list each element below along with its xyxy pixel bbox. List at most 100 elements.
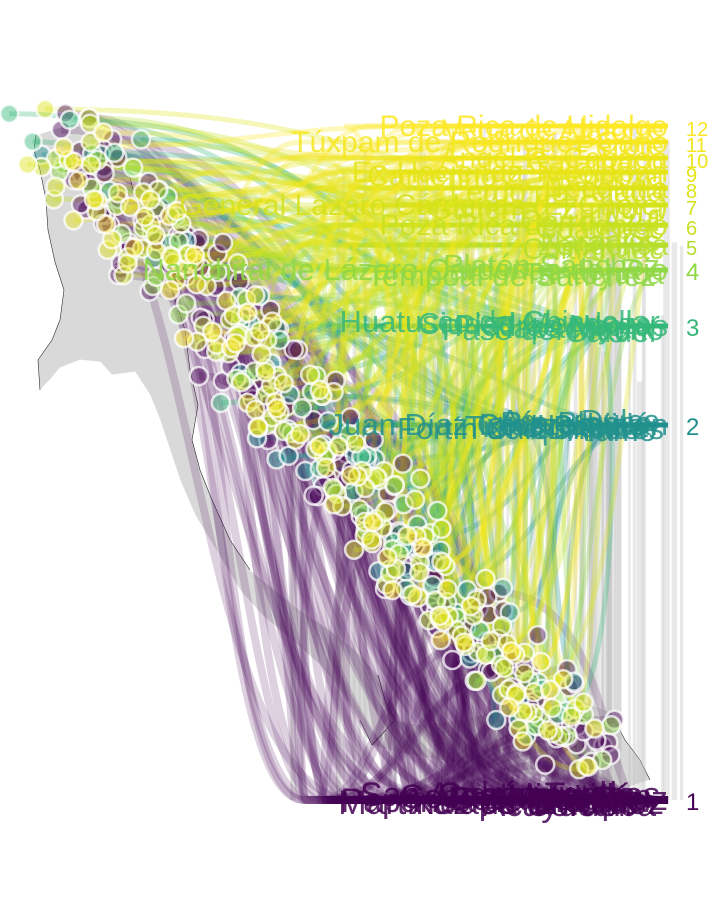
place-point (393, 493, 414, 515)
place-label: Fortín de las Flores (397, 411, 664, 446)
place-point (173, 327, 195, 349)
place-point (210, 392, 232, 414)
flow-curve (291, 267, 668, 436)
flow-curve (342, 222, 668, 509)
flow-curve (353, 323, 668, 494)
place-label: Álamo (568, 413, 656, 448)
flow-curve (90, 162, 668, 208)
place-point (266, 398, 287, 419)
flow-curve (485, 683, 668, 804)
place-point (145, 266, 167, 287)
flow-curve (271, 360, 668, 428)
place-point (396, 525, 418, 547)
flow-curve (364, 155, 668, 525)
place-label: Tecolutla (550, 172, 669, 205)
flow-curve (535, 695, 668, 804)
flow-curve (233, 185, 668, 318)
flow-curve (405, 323, 668, 592)
flow-curve (288, 422, 668, 459)
background-flow-lines (289, 125, 684, 800)
flow-curve (392, 123, 668, 593)
flow-curve (176, 155, 668, 283)
place-point (323, 494, 345, 515)
place-point (227, 253, 248, 274)
flow-curve (430, 242, 668, 532)
flow-curve (349, 155, 668, 478)
flow-curve (465, 185, 668, 706)
flow-curve (366, 323, 668, 459)
flow-curve (496, 222, 668, 692)
flow-curve (383, 242, 668, 474)
place-point (139, 189, 161, 210)
place-point (145, 225, 166, 246)
place-point (97, 239, 118, 261)
place-point (347, 466, 368, 487)
flow-curve (293, 348, 668, 804)
place-label: Huatusco de Chicuellar (339, 304, 660, 339)
flow-curve (81, 169, 668, 804)
flow-curve (446, 649, 668, 804)
flow-curve (167, 194, 668, 329)
flow-curve (255, 155, 668, 298)
flow-curve (411, 561, 668, 804)
place-point (501, 641, 522, 662)
place-point (184, 245, 205, 266)
flow-curve (73, 176, 668, 804)
place-label: Catemaco (527, 146, 664, 179)
flow-curve (276, 242, 668, 379)
flow-curve (432, 323, 668, 588)
flow-curve (387, 489, 668, 804)
flow-curve (498, 588, 668, 804)
flow-curve (261, 185, 668, 357)
flow-curve (366, 422, 668, 463)
place-label: Tantoyuca (523, 256, 665, 291)
place-point (560, 706, 582, 727)
flow-curve (485, 222, 668, 658)
place-label: Nanchital de Lázaro Cárdenas del Río (142, 252, 668, 287)
rank-tick-label: 12 (686, 119, 708, 141)
flow-curve (63, 161, 668, 273)
place-point (245, 399, 266, 421)
place-label: Coatzacoalcos (437, 776, 660, 814)
flow-curve (319, 139, 668, 393)
place-label: Juan Díaz Covarrubias (329, 407, 644, 442)
flow-curve (102, 145, 668, 804)
flow-curve (402, 323, 668, 550)
place-label: Boca del Río (449, 780, 644, 818)
place-point (67, 170, 89, 191)
flow-curve (334, 376, 668, 804)
place-point (289, 423, 311, 445)
flow-curve (239, 294, 668, 329)
flow-curve (517, 422, 668, 702)
flow-curve (194, 123, 668, 258)
place-point (107, 182, 129, 204)
place-point (377, 547, 398, 568)
flow-curve (206, 202, 668, 289)
place-point (22, 131, 43, 152)
flow-curve (155, 185, 668, 238)
flow-curve (438, 155, 668, 731)
flow-curve (426, 422, 668, 723)
rank-tick-label: 9 (686, 165, 697, 187)
place-point (429, 605, 451, 627)
flow-curve (120, 259, 668, 804)
flow-curve (143, 189, 668, 208)
flow-curve (152, 267, 668, 289)
place-point (409, 561, 430, 583)
rank-tick-label: 10 (686, 151, 708, 173)
place-point (207, 261, 228, 283)
place-point (186, 273, 207, 295)
flow-curve (90, 121, 668, 228)
place-point (340, 407, 361, 428)
flow-curve (241, 202, 668, 385)
flow-curve (88, 115, 668, 248)
place-label: Vega de Alatorre (442, 114, 664, 147)
flow-curve (250, 321, 668, 428)
flow-curve (157, 187, 668, 248)
place-point (130, 129, 152, 150)
flow-curve (133, 123, 668, 251)
place-point (541, 697, 563, 719)
place-label: Veracruz (534, 780, 668, 818)
place-point (53, 137, 74, 158)
flow-curve (158, 185, 668, 804)
